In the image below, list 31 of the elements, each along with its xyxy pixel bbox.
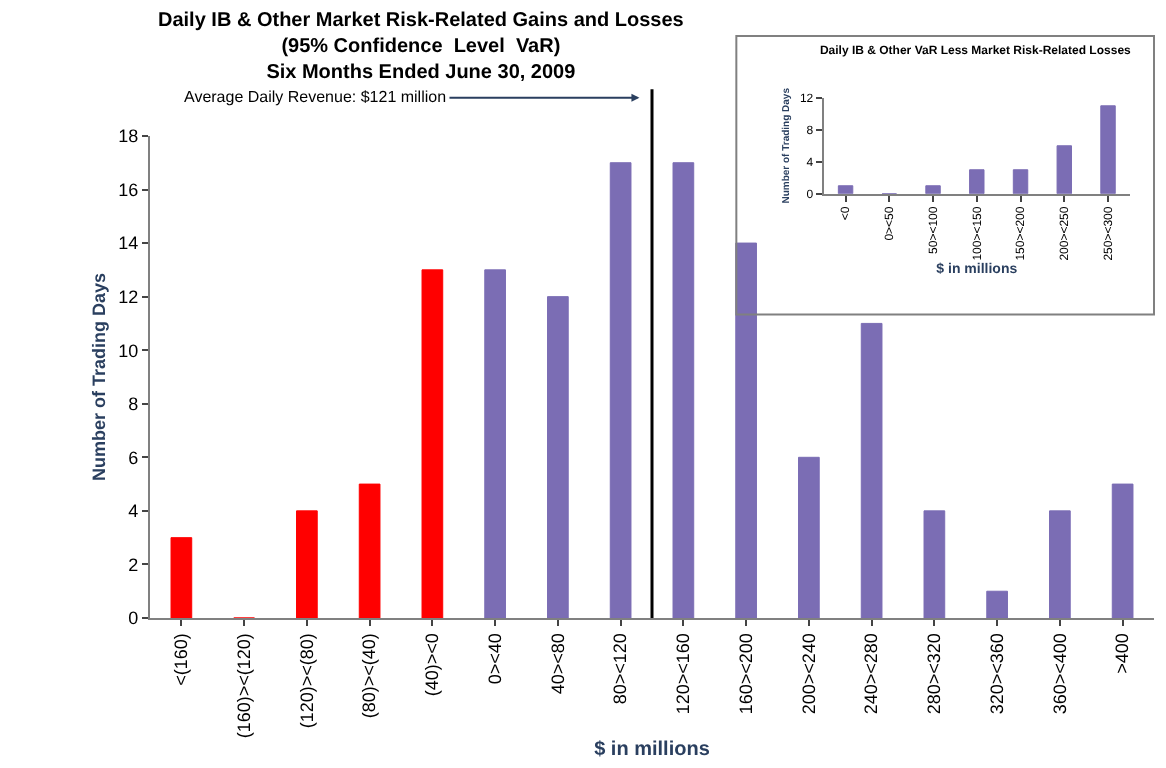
x-tick-label: 360><400 [1049, 633, 1070, 715]
x-tick-label: 80><120 [610, 633, 631, 705]
y-tick-label: 12 [118, 286, 139, 307]
x-tick-label: (40)><0 [422, 633, 443, 697]
x-tick-label: 0><40 [484, 633, 505, 685]
x-tick-label: (160)><(120) [233, 633, 254, 739]
x-tick-label: (120)><(80) [296, 633, 317, 729]
chart-title: Daily IB & Other Market Risk-Related Gains and Losses [158, 10, 685, 32]
x-axis-title: $ in millions [594, 739, 711, 762]
x-tick-label: 200><240 [798, 633, 819, 715]
y-axis-title: Number of Trading Days [89, 272, 110, 482]
x-tick-label: 280><320 [924, 633, 945, 715]
y-tick-label: 8 [128, 394, 139, 415]
x-tick-label: 320><360 [986, 633, 1007, 715]
x-tick-label: 40><80 [547, 633, 568, 695]
x-tick-label: >400 [1112, 633, 1133, 674]
y-tick-label: 14 [118, 233, 139, 254]
y-tick-label: 18 [118, 126, 139, 147]
x-tick-label: 240><280 [861, 633, 882, 715]
y-tick-label: 10 [118, 340, 139, 361]
y-tick-label: 6 [128, 447, 139, 468]
y-tick-label: 2 [128, 554, 139, 575]
x-tick-label: 160><200 [735, 633, 756, 715]
x-tick-label: 120><160 [673, 633, 694, 715]
y-tick-label: 16 [118, 179, 139, 200]
y-tick-label: 0 [128, 608, 139, 629]
x-tick-label: <(160) [171, 633, 192, 686]
text: Average Daily Revenue: $121 million [184, 88, 447, 106]
chart-subtitle: (95% Confidence Level VaR) Six Months Ended June 30, 2009 [266, 36, 577, 84]
y-tick-label: 4 [128, 501, 139, 522]
x-tick-label: (80)><(40) [359, 633, 380, 719]
